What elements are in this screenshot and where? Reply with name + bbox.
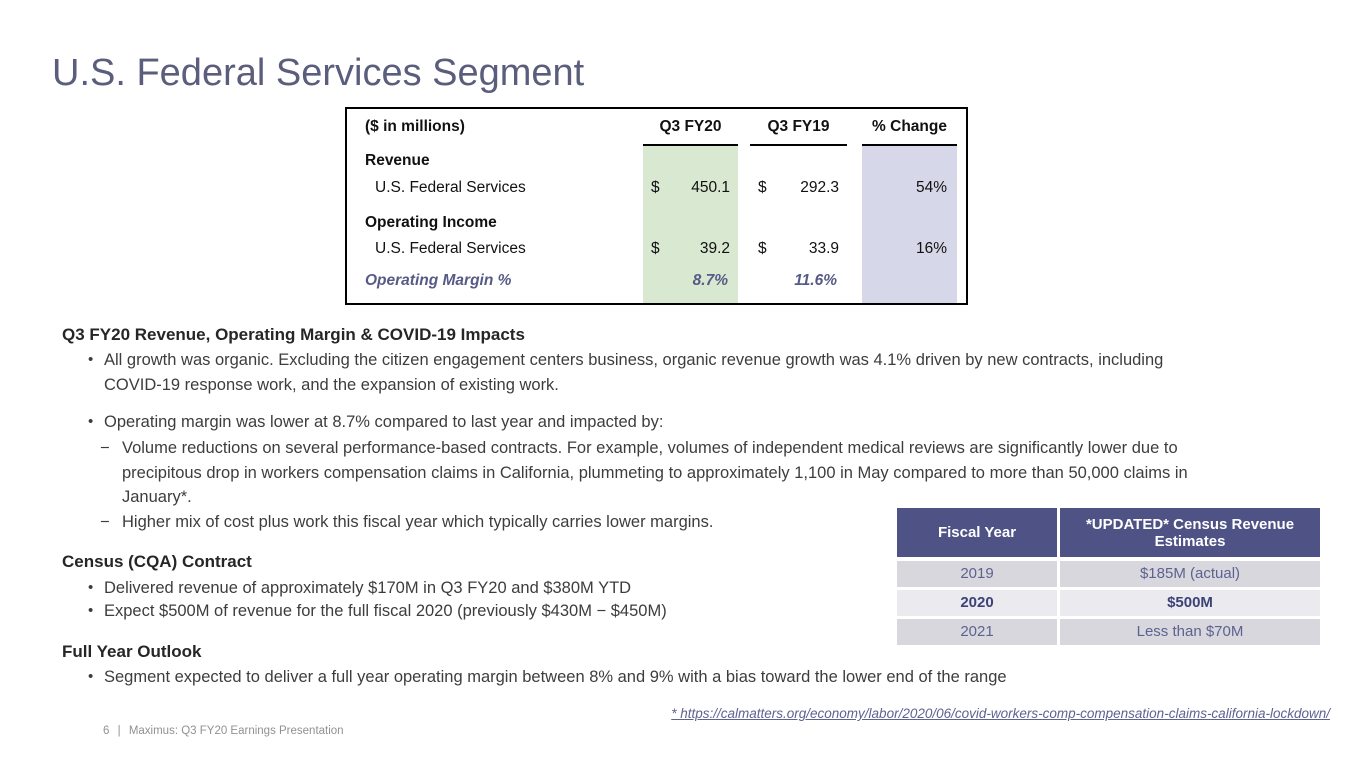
fy20-highlight-band xyxy=(643,144,738,303)
census-col-fiscal-year: Fiscal Year xyxy=(897,508,1057,557)
currency-sign: $ xyxy=(651,179,660,196)
fy19-header-rule xyxy=(750,144,847,146)
currency-sign: $ xyxy=(758,240,767,257)
table-row: 2020 $500M xyxy=(897,590,1320,616)
sub-bullet-text: Volume reductions on several performance… xyxy=(122,439,1188,506)
census-estimate-2021: Less than $70M xyxy=(1060,619,1320,645)
operating-margin-fy19-value: 11.6% xyxy=(794,272,837,289)
operating-income-data-row: U.S. Federal Services $ 39.2 $ 33.9 16% xyxy=(347,239,966,259)
bullet-icon: • xyxy=(88,668,94,685)
operating-income-section-row: Operating Income xyxy=(347,213,966,233)
table-row: 2021 Less than $70M xyxy=(897,619,1320,645)
operating-income-fy20-value: 39.2 xyxy=(699,240,730,257)
bullet-text: Expect $500M of revenue for the full fis… xyxy=(104,602,667,620)
operating-income-change-value: 16% xyxy=(915,240,947,257)
financial-summary-table: ($ in millions) Q3 FY20 Q3 FY19 % Change… xyxy=(345,107,968,305)
unit-label: ($ in millions) xyxy=(365,118,465,135)
currency-sign: $ xyxy=(758,179,767,196)
currency-sign: $ xyxy=(651,240,660,257)
revenue-fy20-value: 450.1 xyxy=(691,179,730,196)
bullet-text: Delivered revenue of approximately $170M… xyxy=(104,579,632,597)
census-revenue-table: Fiscal Year *UPDATED* Census Revenue Est… xyxy=(897,508,1320,648)
revenue-section-label: Revenue xyxy=(365,152,430,169)
table-header-row: ($ in millions) Q3 FY20 Q3 FY19 % Change xyxy=(347,117,966,137)
bullet-text: Segment expected to deliver a full year … xyxy=(104,668,1007,686)
footer-label: Maximus: Q3 FY20 Earnings Presentation xyxy=(128,725,344,737)
revenue-fy19-value: 292.3 xyxy=(800,179,839,196)
slide-footer: 6 | Maximus: Q3 FY20 Earnings Presentati… xyxy=(103,725,344,737)
list-item: • Segment expected to deliver a full yea… xyxy=(88,665,1268,690)
operating-margin-label: Operating Margin % xyxy=(365,272,512,289)
bullet-text: Operating margin was lower at 8.7% compa… xyxy=(104,413,664,431)
sub-list-item: − Higher mix of cost plus work this fisc… xyxy=(100,510,1215,535)
bullet-text: All growth was organic. Excluding the ci… xyxy=(104,351,1164,394)
table-row: 2019 $185M (actual) xyxy=(897,561,1320,587)
page-title: U.S. Federal Services Segment xyxy=(52,52,585,94)
dash-icon: − xyxy=(100,513,110,531)
revenue-change-value: 54% xyxy=(915,179,947,196)
bullet-icon: • xyxy=(88,413,94,430)
list-item: • Delivered revenue of approximately $17… xyxy=(88,576,1088,601)
revenue-data-row: U.S. Federal Services $ 450.1 $ 292.3 54… xyxy=(347,178,966,198)
operating-income-fy20-cell: $ 39.2 xyxy=(643,239,738,259)
bullet-icon: • xyxy=(88,602,94,619)
list-item: • Expect $500M of revenue for the full f… xyxy=(88,599,1088,624)
census-year-2021: 2021 xyxy=(897,619,1057,645)
revenue-row-label: U.S. Federal Services xyxy=(375,179,526,196)
operating-income-row-label: U.S. Federal Services xyxy=(375,240,526,257)
footnote-source-link[interactable]: * https://calmatters.org/economy/labor/2… xyxy=(671,706,1330,721)
operating-income-section-label: Operating Income xyxy=(365,214,497,231)
col-header-change: % Change xyxy=(872,118,947,135)
sub-list-item: − Volume reductions on several performan… xyxy=(100,436,1215,510)
operating-income-fy19-value: 33.9 xyxy=(808,240,839,257)
census-col-estimates: *UPDATED* Census Revenue Estimates xyxy=(1060,508,1320,557)
dash-icon: − xyxy=(100,439,110,457)
operating-margin-row: Operating Margin % 8.7% 11.6% xyxy=(347,271,966,291)
revenue-section-row: Revenue xyxy=(347,151,966,171)
operating-income-fy19-cell: $ 33.9 xyxy=(750,239,847,259)
page-number: 6 xyxy=(103,725,110,737)
census-year-2019: 2019 xyxy=(897,561,1057,587)
census-year-2020: 2020 xyxy=(897,590,1057,616)
footer-separator: | xyxy=(117,725,121,737)
sub-bullet-text: Higher mix of cost plus work this fiscal… xyxy=(122,513,714,531)
col-header-fy20: Q3 FY20 xyxy=(659,118,722,135)
census-estimate-2020: $500M xyxy=(1060,590,1320,616)
bullet-icon: • xyxy=(88,579,94,596)
bullet-icon: • xyxy=(88,351,94,368)
list-item: • Operating margin was lower at 8.7% com… xyxy=(88,410,1213,435)
col-header-fy19: Q3 FY19 xyxy=(767,118,830,135)
section-heading-q3-impacts: Q3 FY20 Revenue, Operating Margin & COVI… xyxy=(62,325,525,344)
section-heading-census-contract: Census (CQA) Contract xyxy=(62,552,252,571)
census-estimate-2019: $185M (actual) xyxy=(1060,561,1320,587)
revenue-fy20-cell: $ 450.1 xyxy=(643,178,738,198)
census-table-header: Fiscal Year *UPDATED* Census Revenue Est… xyxy=(897,508,1320,557)
revenue-fy19-cell: $ 292.3 xyxy=(750,178,847,198)
operating-margin-fy20-value: 8.7% xyxy=(692,272,728,289)
section-heading-full-year-outlook: Full Year Outlook xyxy=(62,642,202,661)
change-highlight-band xyxy=(862,144,957,303)
list-item: • All growth was organic. Excluding the … xyxy=(88,348,1213,397)
